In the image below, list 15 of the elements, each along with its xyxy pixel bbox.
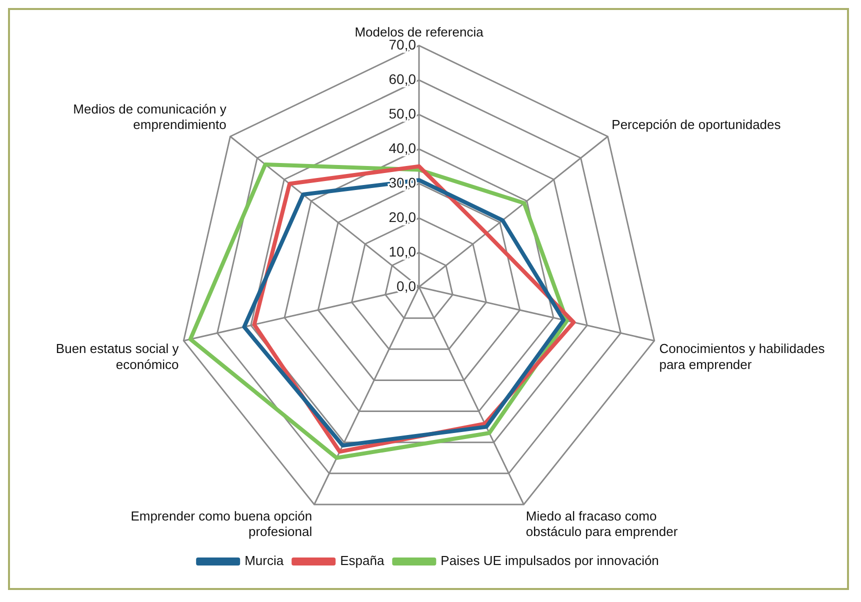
legend-label: Murcia xyxy=(244,553,284,568)
spoke-label: Miedo al fracaso como obstáculo para emprender xyxy=(526,508,678,539)
spoke-label: Medios de comunicación y emprendimiento xyxy=(73,102,227,132)
spoke-label: Percepción de oportunidades xyxy=(612,117,782,132)
legend-label: España xyxy=(340,553,385,568)
y-tick-label: 50,0 xyxy=(388,105,416,122)
legend-label: Paises UE impulsados por innovación xyxy=(440,553,659,568)
spoke-label: Buen estatus social y económico xyxy=(56,341,180,372)
spoke-label: Conocimientos y habilidades para emprender xyxy=(659,341,826,372)
y-tick-label: 0,0 xyxy=(396,278,416,294)
y-tick-label: 60,0 xyxy=(388,70,416,87)
spoke-label: Emprender como buena opción profesional xyxy=(130,508,312,539)
y-tick-label: 20,0 xyxy=(388,208,416,225)
y-tick-label: 10,0 xyxy=(388,243,416,260)
y-tick-label: 40,0 xyxy=(388,140,416,156)
